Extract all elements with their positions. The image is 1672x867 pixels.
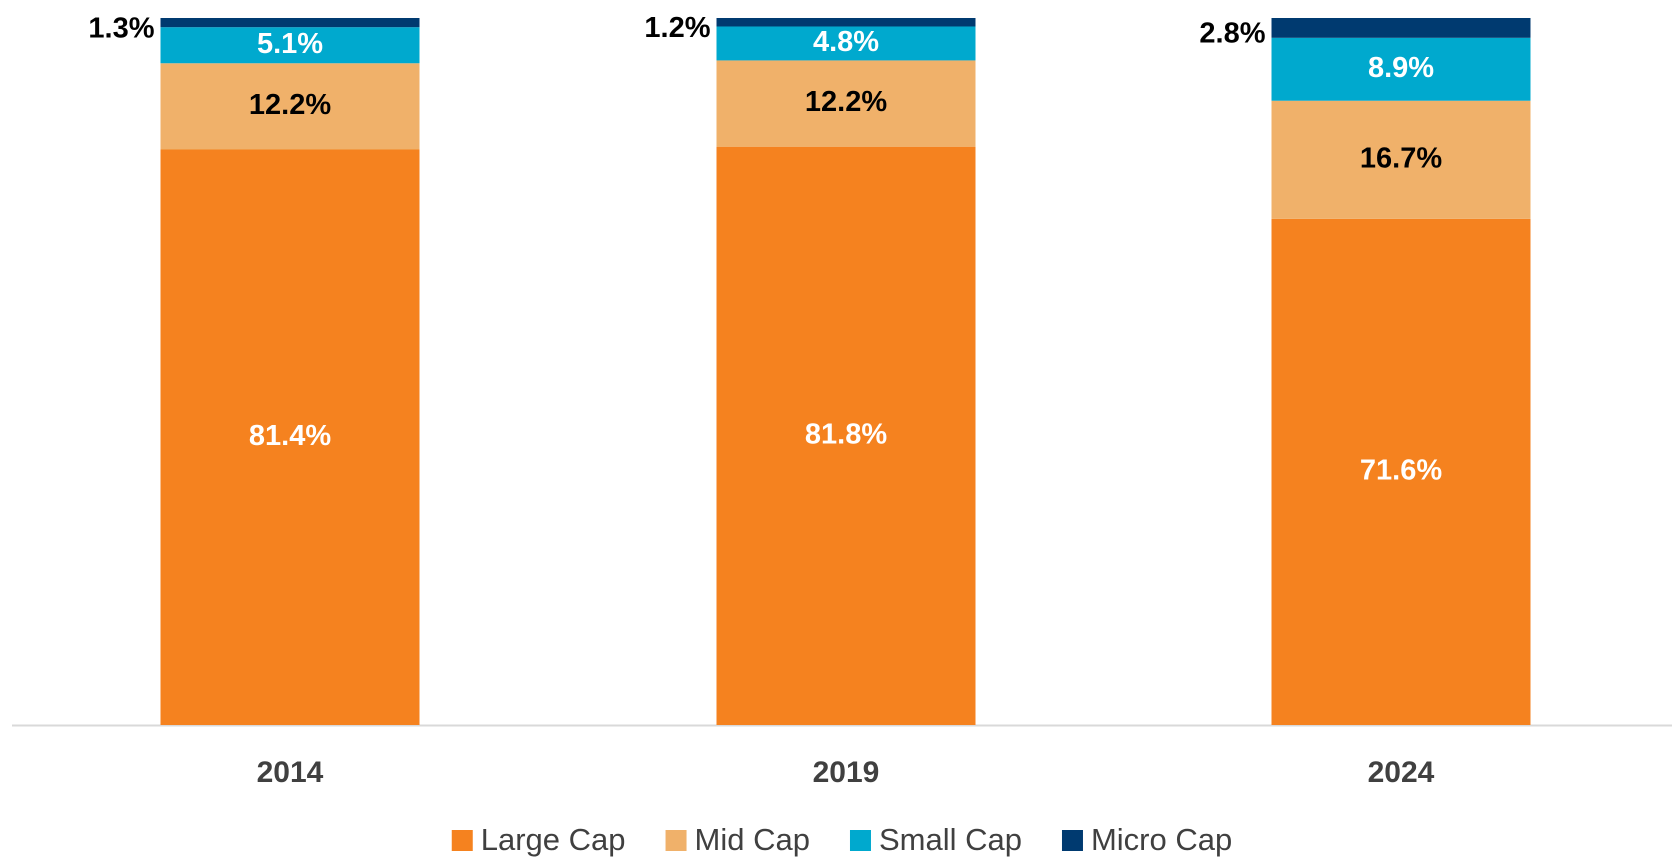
data-label: 1.2% <box>644 12 710 44</box>
data-label: 2.8% <box>1199 18 1265 50</box>
legend-label: Large Cap <box>481 822 626 857</box>
data-label: 16.7% <box>1360 142 1442 174</box>
bar-segment <box>1271 218 1531 725</box>
legend-swatch <box>849 830 871 851</box>
data-label: 1.3% <box>88 12 154 44</box>
bar-segment <box>160 63 420 150</box>
x-tick-label: 2024 <box>1368 756 1435 789</box>
legend-label: Small Cap <box>879 822 1022 857</box>
bar-segment <box>160 149 420 725</box>
data-label: 81.8% <box>805 418 887 450</box>
data-label: 5.1% <box>257 28 323 60</box>
bar-segment <box>716 146 976 725</box>
legend-swatch <box>451 830 473 851</box>
x-tick-label: 2019 <box>813 756 880 789</box>
bar-segment <box>716 60 976 147</box>
legend-swatch <box>1061 830 1083 851</box>
data-label: 71.6% <box>1360 455 1442 487</box>
legend-label: Micro Cap <box>1091 822 1232 857</box>
data-label: 4.8% <box>813 26 879 58</box>
bar-segment <box>716 26 976 61</box>
data-label: 12.2% <box>805 86 887 118</box>
legend-swatch <box>665 830 687 851</box>
data-label: 12.2% <box>249 89 331 121</box>
bar-segment <box>160 27 420 64</box>
bar-segment <box>1271 37 1531 101</box>
data-label: 8.9% <box>1368 52 1434 84</box>
bar-segment <box>716 18 976 27</box>
data-label: 81.4% <box>249 420 331 452</box>
legend-label: Mid Cap <box>695 822 810 857</box>
bar-segment <box>160 18 420 28</box>
bar-segment <box>1271 18 1531 38</box>
bar-segment <box>1271 100 1531 219</box>
x-tick-label: 2014 <box>257 756 324 789</box>
